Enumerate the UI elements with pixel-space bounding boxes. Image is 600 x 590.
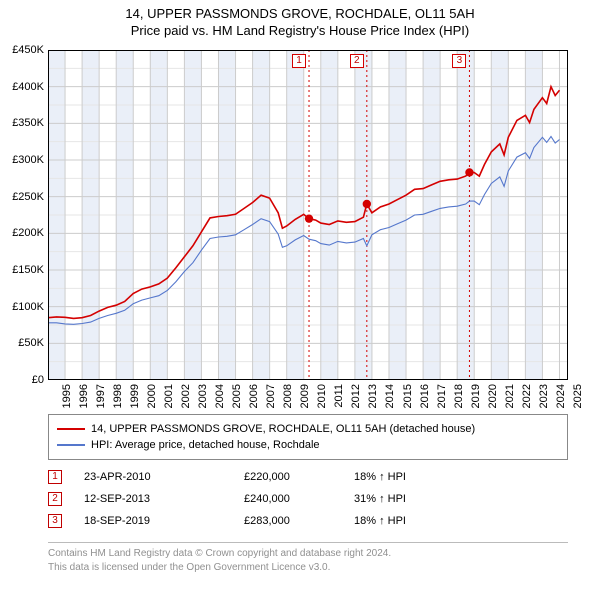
sale-row-price: £283,000 (244, 515, 354, 527)
chart-svg (48, 50, 568, 380)
legend-swatch-series1 (57, 428, 85, 430)
attribution-box: Contains HM Land Registry data © Crown c… (48, 542, 568, 574)
legend-swatch-series2 (57, 444, 85, 446)
y-axis-label: £350K (12, 117, 44, 129)
x-axis-label: 2011 (333, 384, 345, 408)
sale-row-hpi: 18% ↑ HPI (354, 471, 474, 483)
sales-row: 3 18-SEP-2019£283,00018% ↑ HPI (48, 510, 474, 532)
x-axis-label: 2023 (538, 384, 550, 408)
x-axis-label: 2014 (384, 384, 396, 408)
x-axis-label: 2018 (453, 384, 465, 408)
attribution-line2: This data is licensed under the Open Gov… (48, 561, 568, 575)
x-axis-label: 2005 (231, 384, 243, 408)
x-axis-label: 2012 (350, 384, 362, 408)
x-axis-label: 2019 (470, 384, 482, 408)
sale-row-price: £240,000 (244, 493, 354, 505)
x-axis-label: 2016 (419, 384, 431, 408)
legend-box: 14, UPPER PASSMONDS GROVE, ROCHDALE, OL1… (48, 414, 568, 460)
x-axis-label: 2008 (282, 384, 294, 408)
x-axis-label: 2007 (265, 384, 277, 408)
sale-row-marker: 1 (48, 470, 62, 484)
x-axis-label: 2015 (402, 384, 414, 408)
x-axis-label: 1999 (129, 384, 141, 408)
legend-label-series1: 14, UPPER PASSMONDS GROVE, ROCHDALE, OL1… (91, 423, 475, 435)
x-axis-label: 2003 (197, 384, 209, 408)
x-axis-label: 1995 (61, 384, 73, 408)
x-axis-label: 2004 (214, 384, 226, 408)
sales-table: 123-APR-2010£220,00018% ↑ HPI212-SEP-201… (48, 466, 474, 532)
chart-plot-area (48, 50, 568, 380)
x-axis-label: 2022 (521, 384, 533, 408)
x-axis-label: 2000 (146, 384, 158, 408)
x-axis-label: 2009 (299, 384, 311, 408)
x-axis-label: 2021 (504, 384, 516, 408)
x-axis-label: 2017 (436, 384, 448, 408)
x-axis-label: 1998 (112, 384, 124, 408)
y-axis-label: £300K (12, 154, 44, 166)
y-axis-label: £450K (12, 44, 44, 56)
x-axis-label: 2002 (180, 384, 192, 408)
sale-row-marker: 3 (48, 514, 62, 528)
sale-row-marker: 2 (48, 492, 62, 506)
y-axis-label: £50K (18, 337, 44, 349)
sale-row-date: 18-SEP-2019 (84, 515, 244, 527)
sales-row: 2 12-SEP-2013£240,00031% ↑ HPI (48, 488, 474, 510)
x-axis-label: 2013 (367, 384, 379, 408)
x-axis-label: 2024 (555, 384, 567, 408)
sale-marker-box: 3 (452, 54, 466, 68)
sale-row-hpi: 31% ↑ HPI (354, 493, 474, 505)
x-axis-label: 2006 (248, 384, 260, 408)
attribution-line1: Contains HM Land Registry data © Crown c… (48, 547, 568, 561)
sale-marker-box: 2 (350, 54, 364, 68)
x-axis-label: 2001 (163, 384, 175, 408)
sale-row-price: £220,000 (244, 471, 354, 483)
y-axis-label: £100K (12, 301, 44, 313)
legend-row-series2: HPI: Average price, detached house, Roch… (57, 437, 559, 453)
x-axis-label: 2025 (572, 384, 584, 408)
y-axis-label: £400K (12, 81, 44, 93)
sale-row-hpi: 18% ↑ HPI (354, 515, 474, 527)
legend-row-series1: 14, UPPER PASSMONDS GROVE, ROCHDALE, OL1… (57, 421, 559, 437)
chart-title: 14, UPPER PASSMONDS GROVE, ROCHDALE, OL1… (0, 0, 600, 23)
sales-row: 1 23-APR-2010£220,00018% ↑ HPI (48, 466, 474, 488)
y-axis-label: £150K (12, 264, 44, 276)
x-axis-label: 1996 (78, 384, 90, 408)
sale-row-date: 23-APR-2010 (84, 471, 244, 483)
x-axis-label: 2020 (487, 384, 499, 408)
y-axis-label: £0 (32, 374, 44, 386)
y-axis-label: £200K (12, 227, 44, 239)
x-axis-label: 2010 (316, 384, 328, 408)
sale-marker-box: 1 (292, 54, 306, 68)
legend-label-series2: HPI: Average price, detached house, Roch… (91, 439, 320, 451)
y-axis-label: £250K (12, 191, 44, 203)
chart-container: 14, UPPER PASSMONDS GROVE, ROCHDALE, OL1… (0, 0, 600, 590)
sale-row-date: 12-SEP-2013 (84, 493, 244, 505)
x-axis-label: 1997 (95, 384, 107, 408)
chart-subtitle: Price paid vs. HM Land Registry's House … (0, 23, 600, 38)
